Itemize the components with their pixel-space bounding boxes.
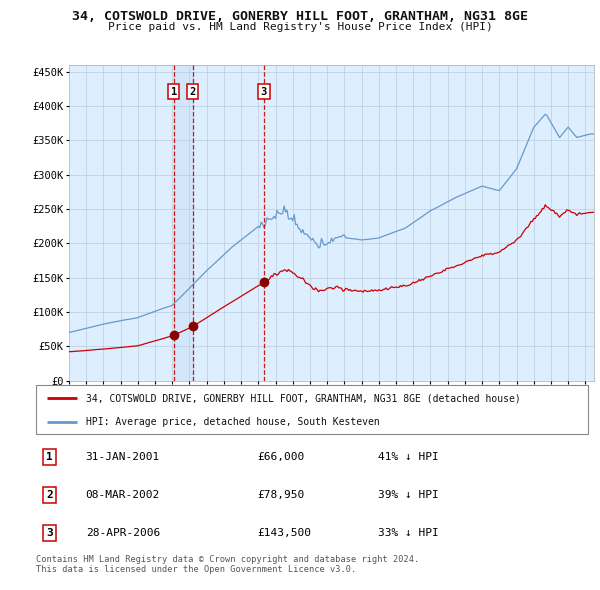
Text: £66,000: £66,000	[257, 453, 304, 463]
Text: 31-JAN-2001: 31-JAN-2001	[86, 453, 160, 463]
Text: HPI: Average price, detached house, South Kesteven: HPI: Average price, detached house, Sout…	[86, 417, 379, 427]
Text: 3: 3	[261, 87, 267, 97]
Text: £143,500: £143,500	[257, 528, 311, 538]
Text: Contains HM Land Registry data © Crown copyright and database right 2024.
This d: Contains HM Land Registry data © Crown c…	[36, 555, 419, 574]
Text: £78,950: £78,950	[257, 490, 304, 500]
Text: 39% ↓ HPI: 39% ↓ HPI	[378, 490, 439, 500]
Bar	[173, 65, 193, 381]
Text: 34, COTSWOLD DRIVE, GONERBY HILL FOOT, GRANTHAM, NG31 8GE: 34, COTSWOLD DRIVE, GONERBY HILL FOOT, G…	[72, 10, 528, 23]
FancyBboxPatch shape	[36, 385, 588, 434]
Text: 08-MAR-2002: 08-MAR-2002	[86, 490, 160, 500]
Text: 33% ↓ HPI: 33% ↓ HPI	[378, 528, 439, 538]
Text: 1: 1	[46, 453, 53, 463]
Text: 1: 1	[170, 87, 177, 97]
Text: 3: 3	[46, 528, 53, 538]
Text: Price paid vs. HM Land Registry's House Price Index (HPI): Price paid vs. HM Land Registry's House …	[107, 22, 493, 32]
Text: 2: 2	[46, 490, 53, 500]
Text: 34, COTSWOLD DRIVE, GONERBY HILL FOOT, GRANTHAM, NG31 8GE (detached house): 34, COTSWOLD DRIVE, GONERBY HILL FOOT, G…	[86, 394, 520, 404]
Text: 2: 2	[190, 87, 196, 97]
Text: 41% ↓ HPI: 41% ↓ HPI	[378, 453, 439, 463]
Text: 28-APR-2006: 28-APR-2006	[86, 528, 160, 538]
